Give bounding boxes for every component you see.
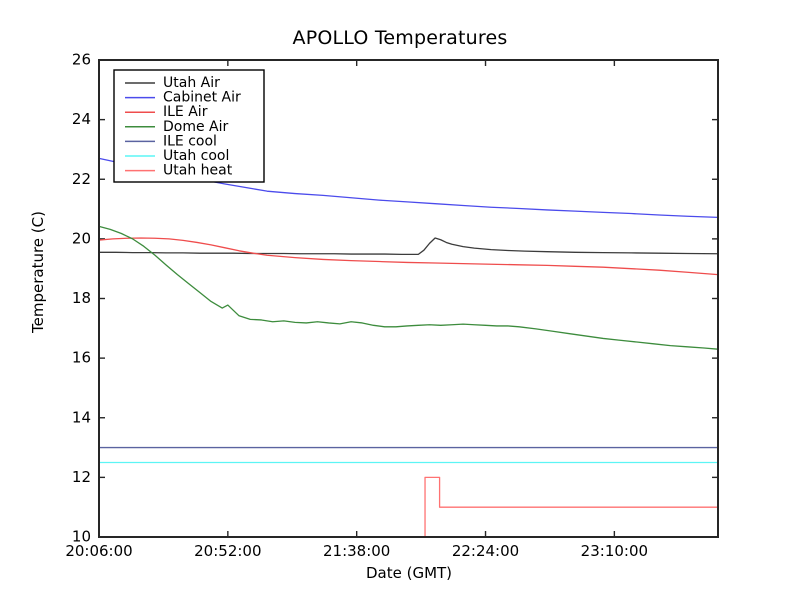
- y-tick-label: 16: [72, 349, 91, 367]
- series-line-utah-heat: [99, 476, 718, 538]
- series-line-dome-air: [98, 225, 719, 350]
- legend-label-utah-heat: Utah heat: [163, 163, 233, 179]
- series-line-ile-air: [98, 237, 719, 276]
- legend-label-dome-air: Dome Air: [163, 119, 229, 135]
- legend-label-utah-cool: Utah cool: [163, 148, 229, 164]
- x-tick-label: 20:52:00: [194, 542, 261, 560]
- legend-label-ile-cool: ILE cool: [163, 133, 217, 149]
- y-tick-label: 26: [72, 51, 91, 69]
- axes-frame: [98, 59, 719, 538]
- y-tick-label: 20: [72, 229, 91, 247]
- legend-box: [113, 69, 265, 183]
- x-axis-ticks: 20:06:00 20:52:00 21:38:00 22:24:00 23:10:00: [65, 60, 648, 560]
- y-tick-label: 18: [72, 289, 91, 307]
- legend-label-ile-air: ILE Air: [163, 104, 208, 120]
- data-series-group: [98, 157, 719, 538]
- y-tick-label: 12: [72, 468, 91, 486]
- x-tick-label: 23:10:00: [581, 542, 648, 560]
- series-line-utah-air: [99, 237, 719, 256]
- x-tick-label: 21:38:00: [323, 542, 390, 560]
- x-tick-label: 20:06:00: [65, 542, 132, 560]
- page-title: APOLLO Temperatures: [292, 27, 508, 49]
- x-tick-label: 22:24:00: [452, 542, 519, 560]
- legend-label-cabinet-air: Cabinet Air: [163, 90, 241, 106]
- y-tick-label: 14: [72, 408, 91, 426]
- legend-label-utah-air: Utah Air: [163, 75, 220, 91]
- x-axis-label: Date (GMT): [365, 564, 453, 582]
- y-tick-label: 10: [72, 528, 91, 546]
- y-tick-label: 24: [72, 110, 91, 128]
- y-tick-label: 22: [72, 170, 91, 188]
